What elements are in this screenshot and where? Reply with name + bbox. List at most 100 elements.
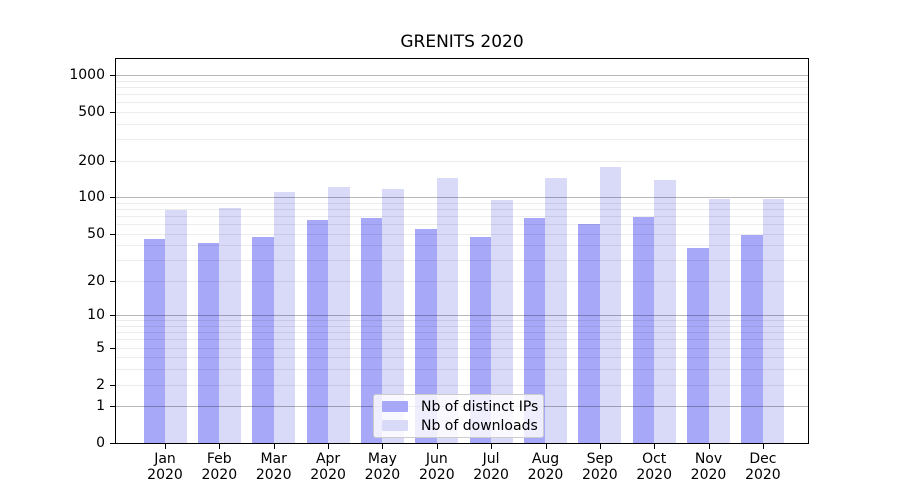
- x-tick-mark-feb: [219, 444, 221, 449]
- gridlines-layer: [116, 59, 808, 443]
- y-tick-label-0: 0: [96, 435, 105, 451]
- y-tick-mark-500: [110, 111, 115, 113]
- bar-nb-of-downloads-dec: [762, 198, 785, 443]
- gridline-7: [116, 332, 808, 334]
- y-tick-mark-1000: [110, 75, 115, 76]
- bar-nb-of-downloads-jan: [165, 209, 187, 443]
- x-tick-label-sep: Sep 2020: [581, 451, 618, 483]
- y-tick-label-1000: 1000: [69, 67, 105, 83]
- gridline-700: [116, 93, 808, 95]
- legend: Nb of distinct IPs Nb of downloads: [373, 394, 544, 438]
- x-tick-label-dec: Dec 2020: [745, 451, 781, 483]
- chart-title: GRENITS 2020: [400, 32, 524, 52]
- bar-nb-of-distinct-ips-may: [360, 218, 383, 443]
- x-tick-mark-aug: [545, 444, 547, 449]
- x-tick-mark-sep: [599, 444, 601, 449]
- bar-nb-of-downloads-may: [382, 189, 404, 443]
- x-tick-label-apr: Apr 2020: [310, 451, 346, 483]
- gridline-5: [116, 347, 808, 349]
- legend-swatch-downloads: [382, 420, 408, 431]
- bar-nb-of-distinct-ips-aug: [523, 217, 546, 443]
- bar-nb-of-downloads-jul: [491, 199, 513, 443]
- bar-nb-of-distinct-ips-sep: [578, 224, 600, 443]
- gridline-800: [116, 86, 808, 88]
- gridline-4: [116, 357, 808, 359]
- bar-nb-of-distinct-ips-feb: [197, 242, 220, 443]
- x-tick-label-oct: Oct 2020: [636, 451, 672, 483]
- gridline-70: [116, 215, 808, 217]
- y-tick-mark-1: [110, 406, 115, 408]
- gridline-90: [116, 202, 808, 204]
- plot-area: [115, 58, 809, 444]
- x-tick-mark-oct: [654, 444, 656, 449]
- bar-nb-of-downloads-feb: [219, 207, 241, 443]
- x-tick-mark-jun: [436, 444, 438, 449]
- bar-nb-of-downloads-aug: [545, 177, 567, 443]
- gridline-8: [116, 326, 808, 327]
- y-tick-mark-200: [110, 160, 115, 162]
- gridline-900: [116, 80, 808, 82]
- gridline-2: [116, 384, 808, 386]
- gridline-600: [116, 102, 808, 104]
- y-tick-label-50: 50: [87, 225, 105, 242]
- legend-entry-distinct-ips: Nb of distinct IPs: [382, 398, 539, 415]
- x-tick-label-aug: Aug 2020: [527, 451, 564, 483]
- gridline-80: [116, 208, 808, 210]
- gridline-10: [116, 315, 808, 317]
- bar-nb-of-distinct-ips-mar: [252, 236, 274, 443]
- x-tick-label-nov: Nov 2020: [690, 451, 727, 483]
- gridline-3: [116, 369, 808, 371]
- gridline-1000: [116, 75, 808, 76]
- y-tick-mark-20: [110, 280, 115, 282]
- legend-label-distinct-ips: Nb of distinct IPs: [421, 398, 539, 415]
- gridline-40: [116, 245, 808, 247]
- y-tick-mark-50: [110, 233, 115, 235]
- legend-entry-downloads: Nb of downloads: [382, 417, 538, 434]
- gridline-6: [116, 339, 808, 341]
- gridline-200: [116, 160, 808, 162]
- bar-nb-of-downloads-nov: [708, 198, 730, 443]
- y-tick-label-500: 500: [78, 103, 105, 120]
- y-tick-label-5: 5: [96, 339, 105, 356]
- y-tick-mark-0: [110, 443, 115, 444]
- x-tick-label-mar: Mar 2020: [255, 451, 292, 483]
- gridline-100: [116, 197, 808, 199]
- x-tick-mark-mar: [273, 444, 275, 449]
- gridline-9: [116, 320, 808, 322]
- bar-nb-of-distinct-ips-oct: [632, 216, 655, 443]
- x-tick-label-jan: Jan 2020: [147, 451, 183, 483]
- gridline-300: [116, 139, 808, 140]
- x-tick-mark-dec: [762, 444, 764, 449]
- bar-nb-of-distinct-ips-jan: [143, 239, 165, 443]
- x-tick-label-jul: Jul 2020: [473, 451, 509, 483]
- legend-swatch-distinct-ips: [382, 401, 408, 412]
- gridline-50: [116, 233, 808, 235]
- bar-nb-of-downloads-oct: [654, 179, 676, 443]
- y-tick-mark-2: [110, 384, 115, 386]
- x-tick-mark-apr: [328, 444, 330, 449]
- bars-layer: [116, 59, 808, 443]
- gridline-60: [116, 224, 808, 225]
- y-tick-mark-10: [110, 315, 115, 317]
- legend-label-downloads: Nb of downloads: [421, 417, 538, 434]
- gridline-500: [116, 111, 808, 113]
- bar-nb-of-downloads-jun: [436, 177, 459, 443]
- y-tick-label-1: 1: [96, 398, 105, 415]
- bar-nb-of-downloads-apr: [328, 186, 350, 443]
- bar-nb-of-distinct-ips-apr: [306, 219, 329, 443]
- x-tick-label-feb: Feb 2020: [201, 451, 238, 483]
- bar-nb-of-downloads-mar: [273, 192, 296, 443]
- x-tick-mark-jan: [165, 444, 166, 449]
- bar-nb-of-distinct-ips-dec: [741, 234, 763, 443]
- bar-nb-of-distinct-ips-jun: [415, 228, 437, 443]
- y-tick-mark-5: [110, 347, 115, 349]
- y-tick-label-2: 2: [96, 376, 105, 393]
- x-tick-label-jun: Jun 2020: [418, 451, 455, 483]
- x-tick-mark-may: [382, 444, 384, 449]
- bar-nb-of-distinct-ips-jul: [469, 236, 492, 443]
- y-tick-label-100: 100: [78, 189, 105, 206]
- x-tick-mark-nov: [708, 444, 710, 449]
- y-tick-label-10: 10: [87, 307, 105, 324]
- x-tick-mark-jul: [491, 444, 493, 449]
